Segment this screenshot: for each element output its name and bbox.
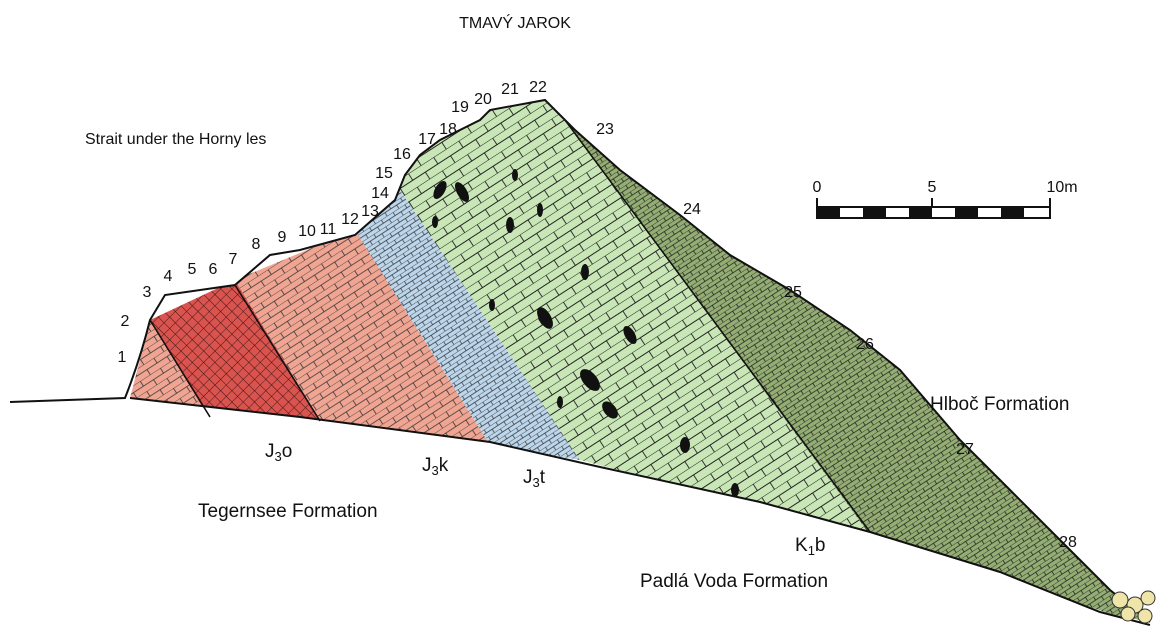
bed-number: 15	[375, 165, 393, 182]
scale-label: 5	[928, 179, 937, 196]
bed-number: 7	[229, 251, 238, 268]
unit-suffix: b	[815, 535, 826, 556]
strata	[100, 80, 1157, 629]
bed-number: 9	[278, 229, 287, 246]
bed-number: 14	[371, 185, 389, 202]
bed-number: 23	[596, 121, 614, 138]
bed-number: 26	[856, 336, 874, 353]
formation-name: Padlá Voda Formation	[640, 571, 828, 592]
bed-number: 4	[164, 268, 173, 285]
unit-label: J3k	[422, 455, 449, 478]
bed-number: 22	[529, 79, 547, 96]
unit-symbol: J	[523, 467, 533, 488]
unit-index: 3	[432, 463, 439, 478]
unit-label: J3t	[523, 467, 546, 490]
bed-number: 17	[418, 131, 436, 148]
bed-number: 2	[121, 313, 130, 330]
bed-number: 16	[393, 146, 411, 163]
cross-section: TMAVÝ JAROK Strait under the Horny les 1…	[0, 0, 1157, 629]
scale-label: 0	[813, 179, 822, 196]
bed-number: 12	[341, 211, 359, 228]
unit-symbol: J	[422, 455, 432, 476]
bed-number: 3	[143, 284, 152, 301]
unit-index: 3	[533, 475, 540, 490]
rubble	[1112, 591, 1155, 623]
scale-bar	[817, 198, 1050, 218]
bed-number: 13	[361, 203, 379, 220]
unit-suffix: o	[282, 441, 293, 462]
bed-number: 20	[474, 91, 492, 108]
bed-number: 27	[956, 441, 974, 458]
bed-number: 21	[501, 81, 519, 98]
formation-name: Tegernsee Formation	[198, 501, 378, 522]
unit-symbol: J	[265, 441, 275, 462]
unit-index: 1	[808, 543, 815, 558]
unit-suffix: t	[540, 467, 546, 488]
unit-label: J3o	[265, 441, 292, 464]
unit-symbol: K	[795, 535, 808, 556]
locality: Strait under the Horny les	[85, 131, 266, 148]
bed-number: 19	[451, 99, 469, 116]
unit-index: 3	[275, 449, 282, 464]
bed-number: 28	[1059, 534, 1077, 551]
bed-number: 8	[252, 236, 261, 253]
formation-name: Hlboč Formation	[930, 394, 1069, 415]
bed-number: 1	[118, 349, 127, 366]
bed-number: 6	[209, 261, 218, 278]
bed-number: 24	[683, 201, 701, 218]
bed-number: 11	[320, 221, 337, 238]
bed-number: 10	[298, 223, 316, 240]
bed-number: 18	[439, 121, 457, 138]
scale-label: 10m	[1046, 179, 1077, 196]
bed-number: 25	[784, 284, 802, 301]
unit-label: K1b	[795, 535, 826, 558]
title: TMAVÝ JAROK	[459, 13, 571, 32]
unit-suffix: k	[439, 455, 449, 476]
bed-number: 5	[188, 261, 197, 278]
